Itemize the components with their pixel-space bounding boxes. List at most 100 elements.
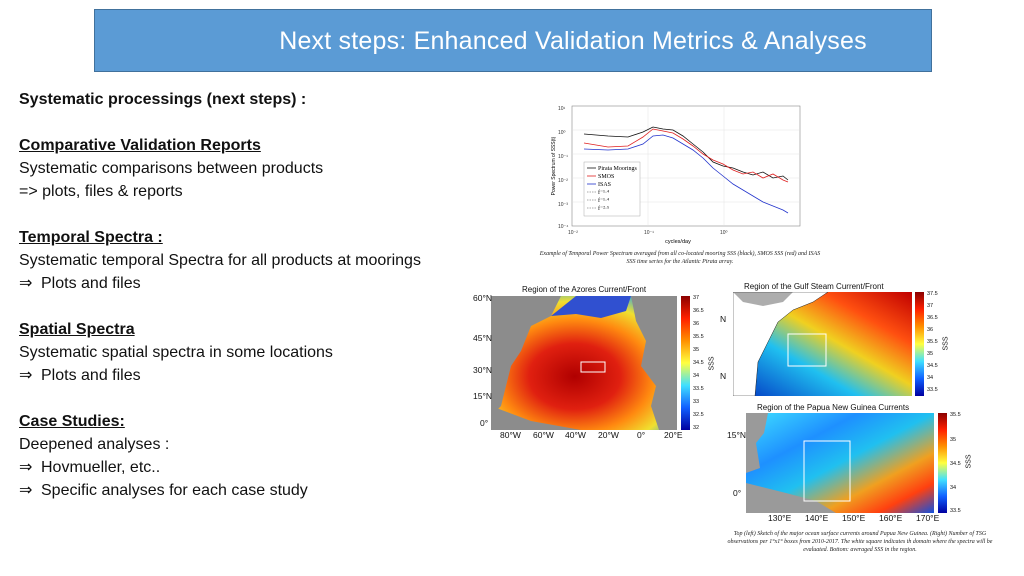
y-tick: 10⁰ (558, 130, 566, 136)
colorbar-label: 37.5 (927, 291, 938, 297)
png-map (746, 413, 934, 513)
implies-arrow-icon: ⇒ (19, 482, 33, 499)
region-box (803, 440, 851, 502)
pirata-series (583, 126, 789, 181)
section-line: Plots and files (41, 367, 141, 384)
legend-label: Pirata Moorings (598, 166, 637, 172)
lon-label: 60°W (533, 430, 554, 440)
y-axis-label: Power Spectrum of SSS(t) (551, 136, 557, 195)
x-tick: 10⁻² (568, 230, 578, 236)
gulf-map (732, 291, 912, 397)
x-ticks: 10⁻² 10⁻¹ 10⁰ (568, 230, 728, 236)
colorbar-label: 34 (927, 375, 934, 381)
colorbar-label: 35.5 (927, 339, 938, 345)
maps-caption: Top (left) Sketch of the major ocean sur… (727, 531, 993, 553)
bullet-line: ⇒ Hovmueller, etc.. (19, 456, 469, 479)
png-map-title: Region of the Papua New Guinea Currents (757, 403, 910, 412)
body-text: Systematic processings (next steps) : Co… (19, 88, 469, 502)
legend-label: f⁻²·⁵ (598, 205, 609, 212)
lat-label: N (720, 314, 727, 324)
land-america (491, 296, 561, 416)
y-tick: 10⁻¹ (558, 154, 568, 160)
colorbar-title: SSS (942, 336, 950, 351)
y-tick: 10⁻⁴ (558, 224, 568, 230)
spectrum-figure: Pirata Moorings SMOS ISAS f⁻¹·⁴ f⁻¹·⁴ f⁻… (548, 102, 804, 250)
colorbar-label: 35 (950, 437, 957, 443)
lon-label: 40°W (565, 430, 586, 440)
colorbar-label: 34 (950, 485, 957, 491)
section-line: => plots, files & reports (19, 183, 183, 200)
section-line: Hovmueller, etc.. (41, 459, 161, 476)
lon-label: 20°W (598, 430, 619, 440)
land-south-america (491, 406, 581, 430)
spectrum-plot: Pirata Moorings SMOS ISAS f⁻¹·⁴ f⁻¹·⁴ f⁻… (551, 105, 801, 245)
colorbar-label: 34.5 (950, 461, 961, 467)
land-png (746, 483, 836, 513)
colorbar-label: 36 (927, 327, 934, 333)
colorbar-label: 33.5 (950, 508, 961, 514)
section-heading-case-studies: Case Studies: (19, 413, 125, 430)
implies-arrow-icon: ⇒ (19, 275, 33, 292)
colorbar-label: 33 (693, 399, 700, 405)
smos-series (583, 128, 789, 183)
gulf-colorbar (915, 292, 924, 396)
lat-label: 15°N (473, 391, 492, 401)
lat-label: 0° (733, 488, 742, 498)
colorbar-label: 36.5 (927, 315, 938, 321)
gulf-map-image (732, 291, 912, 397)
colorbar-label: 32 (693, 425, 700, 431)
x-tick: 10⁰ (720, 230, 728, 236)
colorbar-title: SSS (965, 454, 973, 469)
land-europe-africa (631, 296, 677, 430)
region-box (580, 361, 606, 373)
colorbar-label: 35 (927, 351, 934, 357)
section-line: Systematic spatial spectra in some locat… (19, 344, 333, 361)
azores-map-title: Region of the Azores Current/Front (522, 285, 647, 294)
lon-label: 0° (637, 430, 646, 440)
gulf-map-title: Region of the Gulf Steam Current/Front (744, 282, 884, 291)
azores-map (491, 296, 677, 430)
legend-label: f⁻¹·⁴ (598, 189, 609, 196)
legend-label: ISAS (598, 182, 611, 188)
legend-label: SMOS (598, 174, 614, 180)
colorbar-label: 33.5 (693, 386, 704, 392)
lat-label: 60°N (473, 293, 492, 303)
lat-label: 30°N (473, 365, 492, 375)
lat-label: 15°N (727, 430, 746, 440)
colorbar-label: 35 (693, 347, 700, 353)
lon-label: 130°E (768, 513, 792, 523)
lon-label: 140°E (805, 513, 829, 523)
isas-series (583, 134, 789, 214)
lat-label: 0° (480, 418, 489, 428)
colorbar-title: SSS (708, 356, 716, 371)
colorbar-label: 34.5 (693, 360, 704, 366)
lon-label: 150°E (842, 513, 866, 523)
colorbar-label: 37 (927, 303, 934, 309)
lat-label: 45°N (473, 333, 492, 343)
lon-label: 170°E (916, 513, 940, 523)
png-colorbar (938, 413, 947, 513)
y-ticks: 10¹ 10⁰ 10⁻¹ 10⁻² 10⁻³ 10⁻⁴ (558, 106, 568, 230)
azores-map-image (491, 296, 677, 430)
colorbar-label: 34.5 (927, 363, 938, 369)
legend-label: f⁻¹·⁴ (598, 197, 609, 204)
azores-colorbar (681, 296, 690, 430)
y-tick: 10⁻³ (558, 202, 568, 208)
png-map-image (746, 413, 934, 513)
y-tick: 10¹ (558, 106, 566, 112)
low-salinity-north (551, 296, 631, 318)
colorbar-label: 35.5 (693, 334, 704, 340)
land-philippines (746, 413, 768, 473)
lon-label: 80°W (500, 430, 521, 440)
section-line: Systematic temporal Spectra for all prod… (19, 252, 421, 269)
lon-label: 160°E (879, 513, 903, 523)
title-banner: Next steps: Enhanced Validation Metrics … (94, 9, 932, 72)
section-line: Systematic comparisons between products (19, 160, 324, 177)
lon-label: 20°E (664, 430, 683, 440)
colorbar-label: 34 (693, 373, 700, 379)
colorbar-label: 35.5 (950, 412, 961, 418)
y-tick: 10⁻² (558, 178, 568, 184)
intro-text: Systematic processings (next steps) : (19, 91, 307, 108)
implies-arrow-icon: ⇒ (19, 459, 33, 476)
bullet-line: ⇒ Plots and files (19, 364, 469, 387)
